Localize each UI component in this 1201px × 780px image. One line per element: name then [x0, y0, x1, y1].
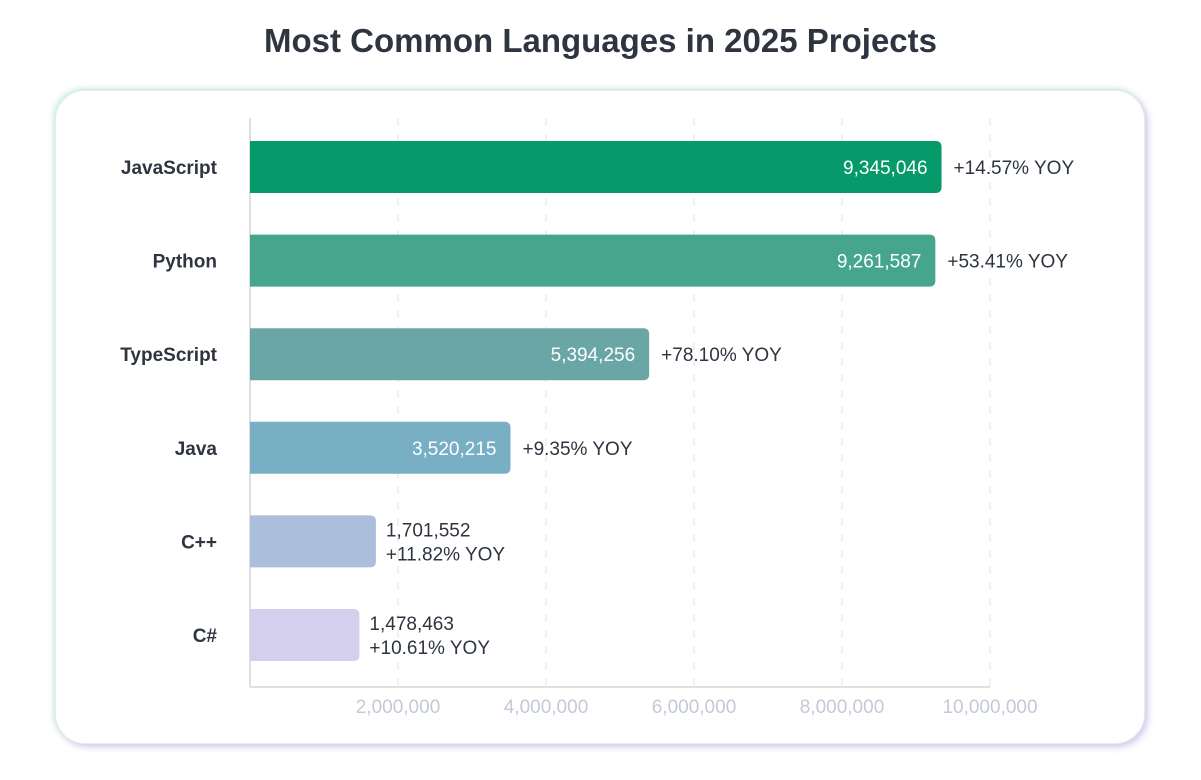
bar	[250, 515, 376, 568]
category-label: TypeScript	[120, 345, 217, 366]
category-label: JavaScript	[121, 158, 218, 179]
value-label: 3,520,215	[412, 439, 497, 460]
value-label: 9,261,587	[837, 252, 922, 273]
bar	[250, 328, 650, 381]
category-label: C++	[181, 532, 217, 553]
bar	[250, 609, 360, 661]
bar	[250, 421, 511, 474]
x-tick-label: 2,000,000	[356, 697, 441, 718]
yoy-label: +14.57% YOY	[954, 158, 1075, 179]
yoy-label: +10.61% YOY	[369, 638, 490, 659]
yoy-label: +53.41% YOY	[947, 252, 1068, 273]
yoy-label: +9.35% YOY	[522, 439, 632, 460]
bar	[250, 141, 942, 193]
bar	[250, 234, 936, 287]
value-label: 5,394,256	[551, 345, 636, 366]
yoy-label: +11.82% YOY	[386, 544, 506, 565]
value-label: 1,478,463	[369, 614, 454, 635]
x-tick-label: 4,000,000	[504, 697, 589, 718]
value-label: 1,701,552	[386, 520, 471, 541]
category-label: C#	[193, 626, 218, 647]
yoy-label: +78.10% YOY	[661, 345, 782, 366]
x-tick-label: 6,000,000	[652, 697, 737, 718]
chart-card	[55, 90, 1145, 744]
x-tick-label: 8,000,000	[800, 697, 885, 718]
category-label: Python	[153, 252, 217, 273]
category-label: Java	[175, 439, 218, 460]
chart-title: Most Common Languages in 2025 Projects	[264, 22, 937, 59]
x-tick-label: 10,000,000	[942, 697, 1037, 718]
value-label: 9,345,046	[843, 158, 928, 179]
